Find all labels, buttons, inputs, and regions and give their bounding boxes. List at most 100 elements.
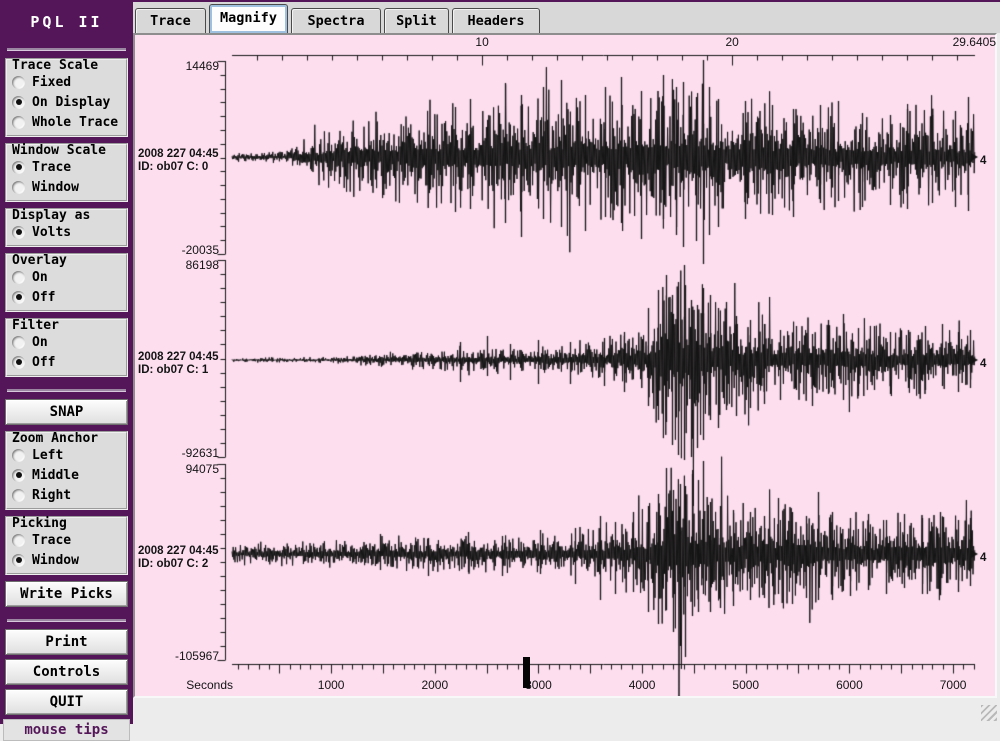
app-title: PQL II [30,13,103,31]
radio-selected-icon[interactable] [12,553,25,567]
resize-grip[interactable] [981,705,997,721]
trace-id-label: ID: ob07 C: 1 [138,364,209,376]
tab-trace[interactable]: Trace [135,8,206,33]
trace-scale-option-whole-trace[interactable]: Whole Trace [7,112,126,132]
radio-label: Off [32,289,56,305]
group-label: Display as [12,208,91,223]
radio-label: Right [32,487,72,503]
mouse-tips[interactable]: mouse tips [3,719,130,741]
display-as-group: Display as Volts [5,208,128,247]
trace-right-count-label: 4 [980,358,987,370]
trace-start-time-label: 2008 227 04:45 [138,351,219,363]
radio-selected-icon[interactable] [12,355,25,369]
amplitude-min-label: -105967 [174,649,219,663]
radio-label: Fixed [32,74,72,90]
radio-label: Left [32,447,64,463]
tab-split[interactable]: Split [384,8,449,33]
overlay-option-off[interactable]: Off [7,287,126,307]
amplitude-max-label: 86198 [185,258,219,272]
trace-scale-option-on-display[interactable]: On Display [7,92,126,112]
snap-button[interactable]: SNAP [5,399,128,425]
plot-labels-layer: 10 20 29.6405 14469 -20035 2008 227 04:45 ID: … [135,35,996,696]
sidebar: PQL II Trace Scale Fixed On Display Whole T… [0,2,133,741]
amplitude-max-label: 14469 [185,59,219,73]
radio-label: Window [32,552,79,568]
radio-label: Volts [32,224,72,240]
radio-selected-icon[interactable] [12,225,25,239]
bottom-axis-unit-label: Seconds [186,678,233,692]
bottom-axis-tick-label: 4000 [628,678,656,692]
write-picks-button[interactable]: Write Picks [5,581,128,607]
radio-icon[interactable] [12,448,25,462]
trace-id-label: ID: ob07 C: 2 [138,558,209,570]
radio-label: On [32,269,48,285]
radio-icon[interactable] [12,75,25,89]
picking-option-trace[interactable]: Trace [7,530,126,550]
top-axis-tick-label: 10 [475,35,489,49]
trace-scale-option-fixed[interactable]: Fixed [7,72,126,92]
radio-icon[interactable] [12,533,25,547]
radio-selected-icon[interactable] [12,95,25,109]
bottom-axis-tick-label: 1000 [317,678,345,692]
picking-group: Picking Trace Window [5,516,128,575]
radio-label: On Display [32,94,111,110]
display-as-option-volts[interactable]: Volts [7,222,126,242]
filter-option-off[interactable]: Off [7,352,126,372]
radio-label: Window [32,179,79,195]
picking-option-window[interactable]: Window [7,550,126,570]
zoom-anchor-option-middle[interactable]: Middle [7,465,126,485]
bottom-axis-tick-label: 3000 [525,678,552,692]
print-button[interactable]: Print [5,629,128,655]
radio-label: Middle [32,467,79,483]
trace-start-time-label: 2008 227 04:45 [138,148,219,160]
radio-icon[interactable] [12,115,25,129]
window-scale-option-trace[interactable]: Trace [7,157,126,177]
zoom-anchor-group: Zoom Anchor Left Middle Right [5,431,128,510]
filter-group: Filter On Off [5,318,128,377]
radio-selected-icon[interactable] [12,160,25,174]
bottom-axis-tick-label: 7000 [939,678,967,692]
sidebar-sections: Trace Scale Fixed On Display Whole Trace Win… [0,58,133,741]
zoom-anchor-option-right[interactable]: Right [7,485,126,505]
group-label: Filter [12,318,59,333]
top-axis-tick-label: 20 [725,35,739,49]
radio-icon[interactable] [12,270,25,284]
radio-icon[interactable] [12,180,25,194]
plot-panel: 10 20 29.6405 14469 -20035 2008 227 04:45 ID: … [133,33,997,698]
radio-icon[interactable] [12,335,25,349]
separator [7,389,126,392]
tab-headers[interactable]: Headers [452,8,540,33]
group-label: Overlay [12,253,67,268]
radio-label: Trace [32,532,72,548]
quit-button[interactable]: QUIT [5,689,128,715]
zoom-anchor-option-left[interactable]: Left [7,445,126,465]
overlay-option-on[interactable]: On [7,267,126,287]
group-label: Window Scale [12,143,106,158]
trace-scale-group: Trace Scale Fixed On Display Whole Trace [5,58,128,137]
trace-right-count-label: 4 [980,552,987,564]
filter-option-on[interactable]: On [7,332,126,352]
bottom-axis-tick-label: 6000 [836,678,863,692]
window-scale-option-window[interactable]: Window [7,177,126,197]
bottom-axis-tick-label: 5000 [732,678,760,692]
tab-magnify[interactable]: Magnify [209,4,288,33]
radio-label: On [32,334,48,350]
amplitude-min-label: -20035 [181,243,219,257]
group-label: Trace Scale [12,58,99,73]
controls-button[interactable]: Controls [5,659,128,685]
radio-selected-icon[interactable] [12,290,25,304]
seismic-plot-canvas[interactable] [135,35,995,696]
tab-spectra[interactable]: Spectra [291,8,381,33]
amplitude-min-label: -92631 [181,446,219,460]
overlay-group: Overlay On Off [5,253,128,312]
status-bar [133,698,1000,724]
trace-right-count-label: 4 [980,155,987,167]
time-cursor-marker[interactable] [522,657,530,688]
group-label: Zoom Anchor [12,431,99,446]
radio-selected-icon[interactable] [12,468,25,482]
tab-bar: Trace Magnify Spectra Split Headers [133,2,1000,33]
window-scale-group: Window Scale Trace Window [5,143,128,202]
radio-icon[interactable] [12,488,25,502]
top-axis-end-label: 29.6405 [952,35,996,49]
